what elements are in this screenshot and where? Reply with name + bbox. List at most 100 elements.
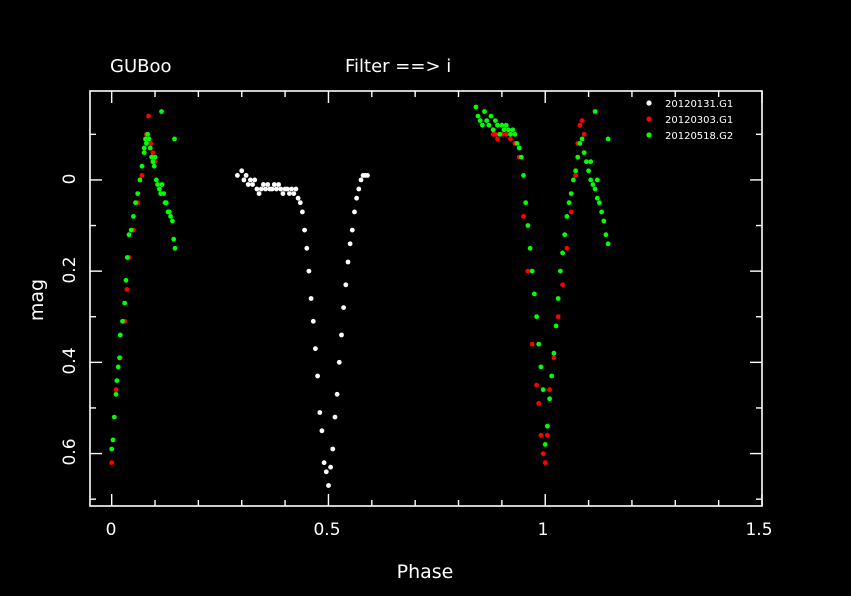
data-point-series-1 xyxy=(313,346,318,352)
data-point-series-1 xyxy=(304,245,310,251)
data-point-series-3 xyxy=(113,391,119,397)
data-point-series-3 xyxy=(508,131,513,137)
data-point-series-1 xyxy=(235,173,240,178)
data-point-series-3 xyxy=(117,355,122,361)
data-point-series-3 xyxy=(475,113,481,119)
data-point-series-2 xyxy=(538,432,544,438)
data-point-series-2 xyxy=(547,387,552,393)
data-point-series-3 xyxy=(493,118,498,123)
data-point-series-3 xyxy=(571,177,576,183)
data-point-series-1 xyxy=(252,177,258,183)
data-point-series-1 xyxy=(274,186,279,192)
data-point-series-3 xyxy=(566,200,572,206)
data-point-series-2 xyxy=(577,122,583,128)
data-point-series-3 xyxy=(568,191,574,197)
data-point-series-3 xyxy=(514,141,520,146)
data-point-series-3 xyxy=(163,200,169,206)
data-point-series-3 xyxy=(166,209,172,215)
data-point-series-3 xyxy=(482,109,487,114)
plot-frame xyxy=(89,90,763,507)
legend-marker-series-2 xyxy=(646,116,652,122)
data-point-series-3 xyxy=(170,218,175,224)
data-point-series-2 xyxy=(560,282,565,288)
data-point-series-3 xyxy=(486,122,492,128)
data-point-series-3 xyxy=(123,277,129,283)
y-tick-label: 0.2 xyxy=(60,256,80,283)
data-point-series-1 xyxy=(241,177,247,183)
data-point-series-2 xyxy=(529,341,535,347)
data-point-series-1 xyxy=(336,359,342,365)
data-point-series-3 xyxy=(519,154,524,160)
data-point-series-3 xyxy=(151,163,157,169)
data-point-series-2 xyxy=(534,382,539,388)
data-point-series-3 xyxy=(126,232,132,238)
x-axis-label: Phase xyxy=(397,561,454,583)
chart-title-object: GUBoo xyxy=(110,56,172,77)
data-point-series-3 xyxy=(149,154,155,160)
data-point-series-1 xyxy=(339,332,344,338)
data-point-series-3 xyxy=(577,141,583,146)
data-point-series-3 xyxy=(117,332,123,338)
data-point-series-3 xyxy=(553,323,559,329)
data-point-series-2 xyxy=(150,150,156,156)
legend-label-series-1: 20120131.G1 xyxy=(665,99,733,110)
data-point-series-3 xyxy=(144,141,149,146)
data-point-series-1 xyxy=(302,227,307,233)
x-tick-label: 0.5 xyxy=(313,520,340,540)
data-point-series-2 xyxy=(568,209,574,215)
data-point-series-1 xyxy=(343,282,349,288)
data-point-series-2 xyxy=(146,113,151,119)
data-point-series-3 xyxy=(590,182,596,187)
data-point-series-1 xyxy=(321,460,327,466)
data-point-series-2 xyxy=(508,136,513,142)
data-point-series-3 xyxy=(128,227,134,233)
data-point-series-3 xyxy=(122,300,128,306)
data-point-series-1 xyxy=(278,186,284,192)
data-point-series-1 xyxy=(347,241,353,247)
data-points xyxy=(109,104,611,488)
data-point-series-3 xyxy=(499,122,505,128)
data-point-series-3 xyxy=(592,186,598,192)
data-point-series-3 xyxy=(594,195,600,201)
data-point-series-3 xyxy=(503,122,509,128)
data-point-series-2 xyxy=(581,131,587,137)
data-point-series-1 xyxy=(263,186,268,192)
data-point-series-1 xyxy=(323,469,329,475)
legend-marker-series-3 xyxy=(646,132,652,138)
data-point-series-3 xyxy=(110,437,116,443)
y-tick-label: 0.6 xyxy=(60,438,80,465)
data-point-series-1 xyxy=(284,186,290,192)
data-point-series-2 xyxy=(564,245,570,251)
data-point-series-2 xyxy=(113,387,119,393)
data-point-series-1 xyxy=(315,373,320,379)
x-tick-label: 0 xyxy=(106,520,117,540)
data-point-series-3 xyxy=(512,131,518,137)
data-point-series-1 xyxy=(332,414,338,420)
data-point-series-1 xyxy=(345,259,351,265)
data-point-series-3 xyxy=(501,127,507,133)
data-point-series-3 xyxy=(155,182,161,187)
data-point-series-3 xyxy=(146,136,152,142)
data-point-series-2 xyxy=(573,173,578,178)
data-point-series-3 xyxy=(490,127,496,133)
data-point-series-3 xyxy=(564,214,570,219)
data-point-series-1 xyxy=(319,428,325,434)
data-point-series-3 xyxy=(560,250,565,256)
data-point-series-3 xyxy=(168,214,174,219)
legend-label-series-3: 20120518.G2 xyxy=(665,131,733,142)
data-point-series-1 xyxy=(256,191,262,197)
x-tick-label: 1.5 xyxy=(745,520,772,540)
data-point-series-3 xyxy=(594,177,600,183)
data-point-series-3 xyxy=(588,177,594,183)
chart-title-filter: Filter ==> i xyxy=(345,56,451,77)
data-point-series-1 xyxy=(287,191,292,197)
data-point-series-3 xyxy=(549,373,555,379)
data-point-series-2 xyxy=(495,136,500,142)
data-point-series-3 xyxy=(477,118,483,123)
data-point-series-1 xyxy=(276,182,281,187)
data-point-series-3 xyxy=(159,182,165,187)
data-point-series-3 xyxy=(114,378,120,383)
data-point-series-2 xyxy=(555,314,561,320)
data-point-series-3 xyxy=(115,364,121,370)
